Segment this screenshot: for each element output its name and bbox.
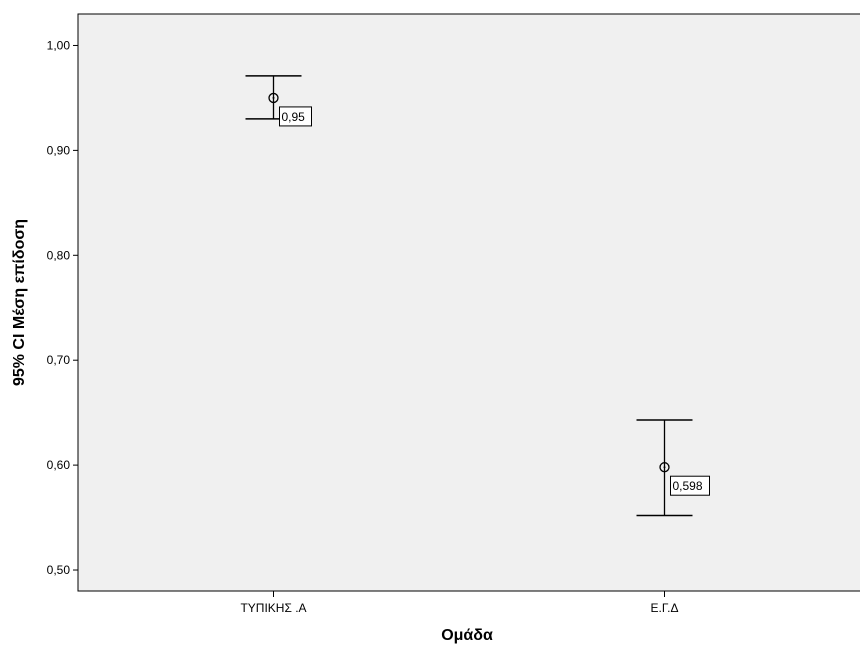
y-axis: 0,50 0,60 0,70 0,80 0,90 1,00 (47, 38, 78, 577)
y-axis-title: 95% CI Μέση επίδοση (11, 219, 28, 386)
x-tick-label: Ε.Γ.Δ (651, 601, 679, 615)
mean-marker-center (663, 466, 666, 469)
data-label: 0,95 (282, 110, 306, 124)
y-tick-label: 0,90 (47, 143, 71, 157)
x-tick-label: ΤΥΠΙΚΗΣ .Α (240, 601, 306, 615)
data-label: 0,598 (673, 479, 703, 493)
chart-marks: 0,95 0,598 (245, 75, 710, 517)
data-label-box (279, 106, 312, 127)
y-tick-label: 0,70 (47, 353, 71, 367)
y-tick-label: 0,60 (47, 458, 71, 472)
data-label-box (670, 475, 710, 496)
x-axis-title: Ομάδα (441, 627, 493, 644)
mean-marker-center (272, 96, 275, 99)
y-tick-label: 1,00 (47, 38, 71, 52)
mean-marker (268, 92, 279, 104)
plot-area (77, 13, 860, 592)
mean-marker (659, 462, 670, 473)
error-bar-group: 0,598 (636, 419, 710, 517)
y-tick-label: 0,50 (47, 563, 71, 577)
y-tick-label: 0,80 (47, 248, 71, 262)
x-axis: ΤΥΠΙΚΗΣ .Α Ε.Γ.Δ (240, 591, 678, 615)
error-bar-group: 0,95 (245, 75, 312, 127)
